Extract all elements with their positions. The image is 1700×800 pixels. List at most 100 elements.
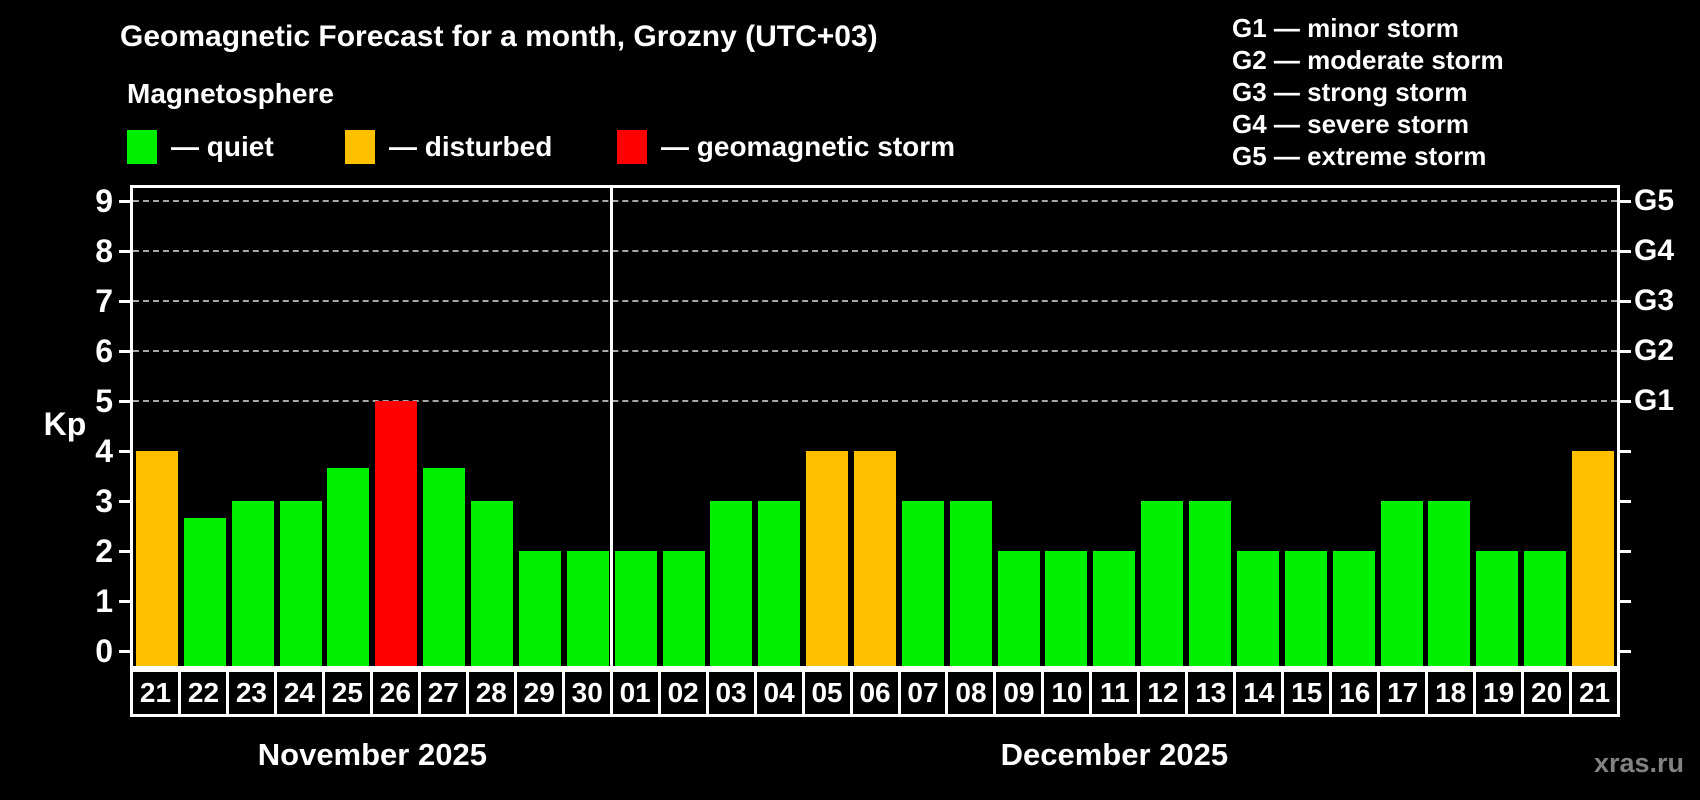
day-label: 02: [657, 669, 709, 717]
g2-legend-line: G2 — moderate storm: [1232, 45, 1504, 75]
kp-bar: [1428, 501, 1471, 666]
kp-bar: [518, 551, 561, 666]
day-label: 06: [849, 669, 901, 717]
kp-bar: [183, 517, 226, 666]
y-tick-right: [1620, 649, 1631, 653]
day-label: 27: [417, 669, 469, 717]
day-label: 18: [1425, 669, 1477, 717]
y-tick-left: [119, 199, 130, 203]
kp-bar: [710, 501, 753, 666]
day-label: 01: [609, 669, 661, 717]
g-axis-label: G3: [1634, 284, 1675, 317]
y-tick-right: [1620, 249, 1631, 253]
day-label-row: 21 22 23 24 25 26 27 28 29 30 01 02 03 04 05 06 07 08 09 10…: [130, 669, 1621, 717]
day-label: 29: [513, 669, 565, 717]
kp-bar: [566, 551, 609, 666]
day-label: 21: [130, 669, 181, 717]
kp-bar: [1572, 451, 1615, 666]
kp-bar: [949, 501, 992, 666]
y-tick-left: [119, 299, 130, 303]
kp-bar: [854, 451, 896, 666]
y-tick-label: 6: [95, 333, 113, 369]
day-label: 12: [1137, 669, 1189, 717]
y-tick-label: 7: [95, 283, 113, 319]
g-scale-legend: G1 — minor storm G2 — moderate storm G3 …: [1232, 12, 1504, 172]
day-label: 08: [945, 669, 997, 717]
y-tick-left: [119, 549, 130, 553]
kp-bar: [662, 551, 705, 666]
day-label: 10: [1041, 669, 1093, 717]
day-label: 04: [753, 669, 805, 717]
magnetosphere-label: Magnetosphere: [127, 78, 334, 109]
gridline: [133, 300, 1617, 302]
day-label: 14: [1233, 669, 1285, 717]
month-label-row: November 2025 December 2025: [130, 737, 1620, 779]
kp-bar: [806, 451, 849, 666]
day-label: 15: [1281, 669, 1333, 717]
y-tick-left: [119, 449, 130, 453]
kp-bar: [1380, 501, 1423, 666]
kp-bar: [901, 501, 944, 666]
day-label: 28: [465, 669, 517, 717]
day-label: 11: [1089, 669, 1141, 717]
y-tick-right: [1620, 449, 1631, 453]
month-separator-line: [610, 188, 614, 666]
kp-bar: [1524, 551, 1567, 666]
y-tick-right: [1620, 299, 1631, 303]
y-tick-label: 4: [95, 433, 113, 469]
y-tick-right: [1620, 349, 1631, 353]
kp-bar: [231, 501, 274, 666]
y-tick-left: [119, 649, 130, 653]
day-label: 05: [801, 669, 853, 717]
kp-bar: [614, 551, 657, 666]
g-axis-label: G1: [1634, 384, 1675, 417]
y-tick-left: [119, 499, 130, 503]
legend-item-storm: — geomagnetic storm: [617, 130, 955, 164]
kp-bar: [1141, 501, 1184, 666]
legend-swatch-quiet: [127, 130, 157, 164]
day-label: 13: [1185, 669, 1237, 717]
kp-bar: [1284, 551, 1327, 666]
y-tick-left: [119, 599, 130, 603]
day-label: 16: [1329, 669, 1381, 717]
g5-legend-line: G5 — extreme storm: [1232, 141, 1487, 171]
g-axis-label: G4: [1634, 234, 1675, 267]
kp-bar: [1093, 551, 1136, 666]
kp-bar: [1189, 501, 1232, 666]
g-axis-label: G2: [1634, 334, 1675, 367]
legend-label-disturbed: — disturbed: [389, 131, 553, 162]
y-axis-title: Kp: [43, 406, 87, 442]
kp-bar: [135, 451, 178, 666]
kp-bar: [327, 467, 370, 666]
g1-legend-line: G1 — minor storm: [1232, 13, 1459, 43]
kp-bar: [1045, 551, 1088, 666]
plot-area: 0 1 2 3 4 5 6 7 8 9 G1 G2 G3 G4 G5: [95, 183, 1674, 669]
y-tick-right: [1620, 599, 1631, 603]
y-tick-right: [1620, 499, 1631, 503]
day-label: 07: [897, 669, 949, 717]
legend-item-disturbed: — disturbed: [345, 130, 552, 164]
y-tick-left: [119, 349, 130, 353]
day-label: 17: [1377, 669, 1429, 717]
y-tick-label: 3: [95, 483, 113, 519]
kp-bar: [1332, 551, 1375, 666]
g-axis-label: G5: [1634, 184, 1675, 217]
day-label: 30: [561, 669, 613, 717]
day-label: 03: [705, 669, 757, 717]
legend-swatch-disturbed: [345, 130, 375, 164]
y-tick-left: [119, 399, 130, 403]
y-tick-label: 8: [95, 233, 113, 269]
y-tick-right: [1620, 199, 1631, 203]
month-label: December 2025: [1000, 737, 1229, 772]
day-label: 22: [177, 669, 229, 717]
kp-bar: [423, 467, 466, 666]
kp-bar: [279, 501, 322, 666]
day-label: 19: [1473, 669, 1525, 717]
legend-label-quiet: — quiet: [171, 131, 274, 162]
kp-bar: [758, 501, 801, 666]
day-label: 21: [1569, 669, 1621, 717]
day-label: 25: [321, 669, 373, 717]
kp-bar: [471, 501, 514, 666]
gridline: [133, 250, 1617, 252]
